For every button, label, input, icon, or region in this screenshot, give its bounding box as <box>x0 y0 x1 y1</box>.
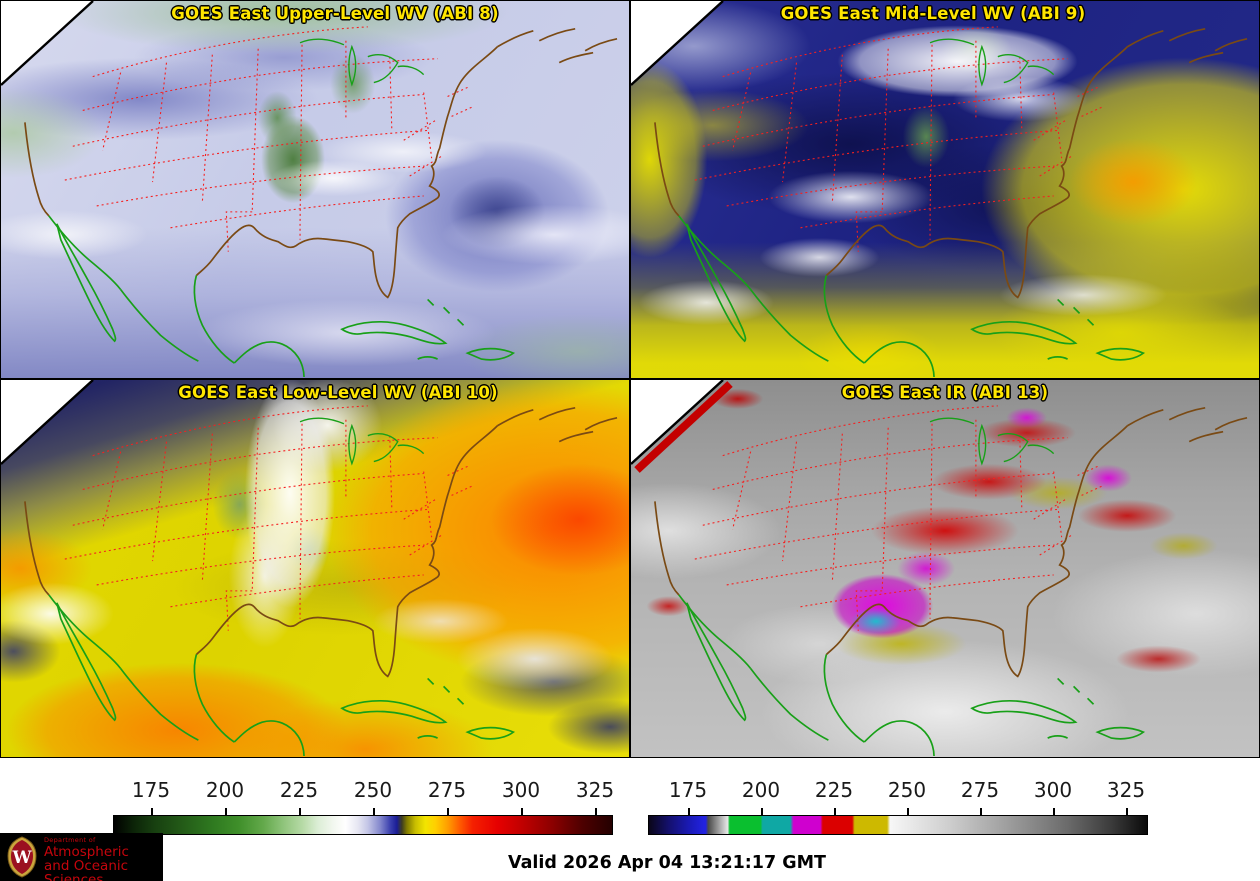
colorbar-wv: 175 200 225 250 275 300 325 <box>113 778 615 838</box>
colorbar-ir: 175 200 225 250 275 300 325 <box>648 778 1148 838</box>
tick-label: 175 <box>668 778 708 802</box>
footer: 175 200 225 250 275 300 325 175 200 225 … <box>0 758 1260 881</box>
tick-label: 325 <box>1106 778 1146 802</box>
limb-corner <box>631 1 724 86</box>
tick-mark <box>225 808 227 815</box>
panel-upper-level-wv: GOES East Upper-Level WV (ABI 8) <box>0 0 630 379</box>
tick-label: 250 <box>887 778 927 802</box>
limb-corner <box>1 1 94 86</box>
uw-crest-icon: W <box>7 836 37 878</box>
tick-label: 225 <box>279 778 319 802</box>
logo-line-2: and Oceanic Sciences <box>44 858 129 881</box>
tick-mark <box>761 808 763 815</box>
ir-colorbar-gradient <box>648 815 1148 835</box>
tick-mark <box>688 808 690 815</box>
logo-text: Department of Atmospheric and Oceanic Sc… <box>44 837 163 881</box>
tick-mark <box>373 808 375 815</box>
tick-mark <box>299 808 301 815</box>
wv-colorbar-gradient <box>113 815 613 835</box>
crest-letter: W <box>11 848 32 868</box>
limb-corner <box>631 380 733 473</box>
tick-mark <box>980 808 982 815</box>
logo-dept-line: Department of <box>44 836 96 844</box>
tick-mark <box>447 808 449 815</box>
tick-label: 175 <box>131 778 171 802</box>
tick-mark <box>151 808 153 815</box>
panel-title-abi13: GOES East IR (ABI 13) <box>841 383 1049 402</box>
tick-mark <box>595 808 597 815</box>
tick-label: 200 <box>205 778 245 802</box>
tick-label: 300 <box>1033 778 1073 802</box>
tick-label: 250 <box>353 778 393 802</box>
panel-title-abi10: GOES East Low-Level WV (ABI 10) <box>178 383 498 402</box>
tick-mark <box>1053 808 1055 815</box>
panel-low-level-wv: GOES East Low-Level WV (ABI 10) <box>0 379 630 758</box>
panel-ir: GOES East IR (ABI 13) <box>630 379 1260 758</box>
panel-title-abi9: GOES East Mid-Level WV (ABI 9) <box>780 4 1086 23</box>
limb-corner <box>1 380 94 465</box>
tick-mark <box>834 808 836 815</box>
panel-title-abi8: GOES East Upper-Level WV (ABI 8) <box>171 4 499 23</box>
panel-grid: GOES East Upper-Level WV (ABI 8) GOES Ea… <box>0 0 1260 758</box>
valid-timestamp: Valid 2026 Apr 04 13:21:17 GMT <box>508 853 826 873</box>
tick-mark <box>1126 808 1128 815</box>
logo-line-1: Atmospheric <box>44 843 129 860</box>
tick-label: 325 <box>575 778 615 802</box>
tick-mark <box>521 808 523 815</box>
tick-label: 300 <box>501 778 541 802</box>
aos-logo: W Department of Atmospheric and Oceanic … <box>0 833 163 881</box>
tick-label: 275 <box>427 778 467 802</box>
tick-label: 225 <box>814 778 854 802</box>
tick-mark <box>907 808 909 815</box>
panel-mid-level-wv: GOES East Mid-Level WV (ABI 9) <box>630 0 1260 379</box>
tick-label: 275 <box>960 778 1000 802</box>
tick-label: 200 <box>741 778 781 802</box>
